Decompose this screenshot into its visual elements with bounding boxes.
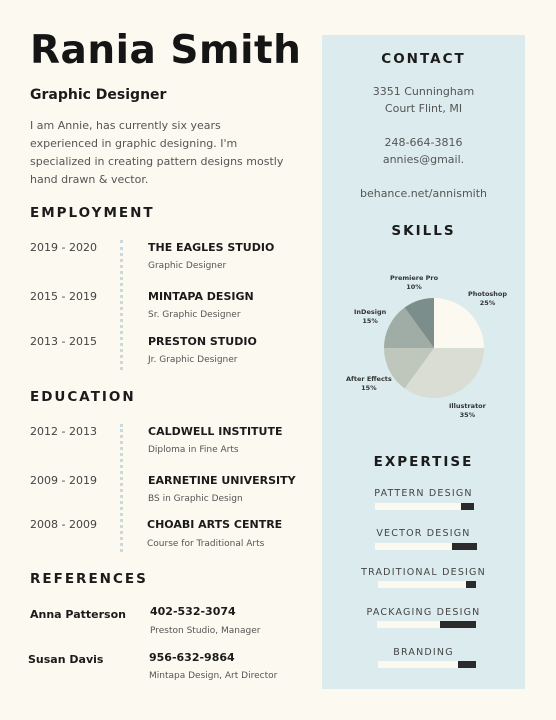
- employment-years: 2019 - 2020: [30, 241, 97, 254]
- resume-name: Rania Smith: [30, 28, 302, 73]
- contact-address-line1: 3351 Cunningham: [372, 85, 475, 98]
- expertise-bar: [375, 543, 477, 550]
- employment-org: PRESTON STUDIO: [148, 335, 257, 348]
- reference-detail: Mintapa Design, Art Director: [149, 671, 278, 681]
- employment-timeline: [120, 240, 123, 370]
- contact-address-line2: Court Flint, MI: [384, 102, 463, 115]
- pie-slice-after-effects: [384, 348, 434, 389]
- pie-label-photoshop: Photoshop 25%: [468, 290, 508, 307]
- education-years: 2009 - 2019: [30, 474, 97, 487]
- employment-title: Jr. Graphic Designer: [148, 355, 238, 365]
- pie-slice-photoshop: [434, 298, 484, 348]
- reference-name: Anna Patterson: [30, 608, 126, 621]
- expertise-bar-fill: [461, 503, 474, 510]
- expertise-bar-fill: [466, 581, 476, 588]
- expertise-bar: [375, 503, 474, 510]
- employment-title: Graphic Designer: [148, 261, 227, 271]
- expertise-bar-fill: [451, 543, 477, 550]
- employment-org: THE EAGLES STUDIO: [148, 241, 275, 254]
- pie-slice-indesign: [384, 307, 434, 348]
- education-timeline: [120, 424, 123, 552]
- reference-phone: 402-532-3074: [150, 605, 236, 618]
- job-title: Graphic Designer: [30, 87, 167, 103]
- intro-text: I am Annie, has currently six years expe…: [30, 119, 284, 186]
- sidebar-panel: CONTACT 3351 Cunningham Court Flint, MI …: [322, 35, 525, 689]
- education-years: 2012 - 2013: [30, 425, 97, 438]
- contact-email: annies@gmail.: [382, 153, 465, 166]
- pie-slice-premiere-pro: [404, 298, 434, 348]
- education-years: 2008 - 2009: [30, 518, 97, 531]
- references-heading: REFERENCES: [30, 571, 148, 587]
- contact-heading: CONTACT: [381, 51, 466, 67]
- expertise-bar-fill: [458, 661, 476, 668]
- pie-label-indesign: InDesign 15%: [354, 308, 387, 325]
- expertise-label: PACKAGING DESIGN: [366, 607, 481, 618]
- pie-slice-illustrator: [404, 348, 484, 398]
- education-org: CHOABI ARTS CENTRE: [147, 518, 283, 531]
- employment-org: MINTAPA DESIGN: [148, 290, 254, 303]
- pie-label-illustrator: Illustrator 35%: [449, 402, 486, 419]
- education-degree: Course for Traditional Arts: [147, 539, 265, 549]
- education-org: CALDWELL INSTITUTE: [148, 425, 283, 438]
- education-degree: BS in Graphic Design: [148, 494, 243, 504]
- reference-phone: 956-632-9864: [149, 651, 235, 664]
- reference-detail: Preston Studio, Manager: [150, 626, 261, 636]
- skills-heading: SKILLS: [391, 223, 456, 239]
- education-org: EARNETINE UNIVERSITY: [148, 474, 296, 487]
- expertise-bar: [378, 661, 476, 668]
- pie-label-after-effects: After Effects 15%: [346, 375, 392, 392]
- contact-phone: 248-664-3816: [384, 136, 463, 149]
- education-degree: Diploma in Fine Arts: [148, 445, 239, 455]
- employment-title: Sr. Graphic Designer: [148, 310, 241, 320]
- expertise-bar-fill: [440, 621, 476, 628]
- employment-heading: EMPLOYMENT: [30, 205, 155, 221]
- reference-name: Susan Davis: [28, 653, 104, 666]
- expertise-bar: [377, 621, 476, 628]
- expertise-label: TRADITIONAL DESIGN: [361, 567, 486, 578]
- expertise-heading: EXPERTISE: [373, 454, 474, 470]
- skills-pie-chart: [384, 298, 484, 398]
- expertise-label: PATTERN DESIGN: [374, 488, 473, 499]
- employment-years: 2013 - 2015: [30, 335, 97, 348]
- education-heading: EDUCATION: [30, 389, 136, 405]
- pie-label-premiere-pro: Premiere Pro 10%: [390, 274, 439, 291]
- expertise-label: VECTOR DESIGN: [376, 528, 471, 539]
- expertise-bar: [378, 581, 476, 588]
- expertise-label: BRANDING: [393, 647, 454, 658]
- contact-website: behance.net/annismith: [359, 187, 488, 200]
- employment-years: 2015 - 2019: [30, 290, 97, 303]
